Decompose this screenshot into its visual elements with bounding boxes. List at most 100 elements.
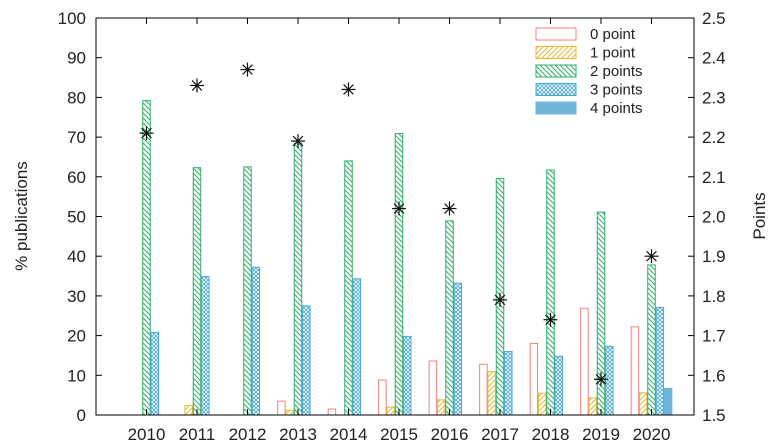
right-axis: 1.5 1.6 1.7 1.8 1.9 2.0 2.1 2.2 2.3 2.4 2.5 [688,9,726,425]
right-tick-label: 2.4 [702,49,726,68]
points-marker-2018 [543,312,558,327]
bar-1-point-2011 [184,404,193,416]
bar-1-point-2020 [638,392,648,416]
left-tick-label: 70 [67,128,86,147]
points-marker-2017 [493,292,507,307]
bar-0-point-2018 [529,343,539,416]
legend-label-3-points: 3 points [590,82,643,99]
legend-swatch-3-points [535,83,577,96]
bar-0-point-2020 [630,326,640,416]
left-tick-label: 90 [67,49,86,68]
bar-0-point-2019 [580,307,589,416]
legend-label-4-points: 4 points [590,100,643,117]
x-tick-label: 2010 [128,425,166,443]
bar-0-point-2014 [327,408,337,416]
bar-1-point-2017 [487,371,496,416]
bar-0-point-2017 [479,363,488,416]
left-tick-label: 30 [67,287,86,306]
bar-3-points-2014 [352,278,362,416]
y-axis-title-right: Points [750,192,768,239]
legend-swatch-0-point [535,27,577,41]
x-tick-label: 2018 [532,425,570,443]
points-marker-2013 [291,134,305,149]
right-tick-label: 1.9 [702,247,726,266]
bar-3-points-2012 [251,266,261,416]
bar-2-points-2016 [445,220,454,416]
right-tick-label: 2.5 [702,9,726,28]
bar-4-points-2020 [663,387,673,416]
bar-3-points-2018 [554,355,564,416]
points-marker-2010 [139,126,154,141]
bar-3-points-2019 [605,345,614,416]
x-tick-label: 2017 [481,425,519,443]
legend-label-1-point: 1 point [590,45,636,62]
bar-1-point-2013 [285,409,294,416]
right-tick-label: 1.5 [702,406,726,425]
left-axis: 0 10 20 30 40 50 60 70 80 90 100 [58,9,102,425]
legend-swatch-4-points [535,101,577,115]
bar-2-points-2020 [647,264,656,416]
x-tick-label: 2014 [330,425,368,443]
right-tick-label: 2.1 [702,168,726,187]
bar-0-point-2016 [428,360,438,416]
bar-2-points-2010 [142,100,151,416]
points-marker-2012 [240,62,255,77]
left-tick-label: 40 [67,247,86,266]
points-marker-2019 [594,372,608,387]
x-tick-label: 2013 [279,425,317,443]
legend-label-2-points: 2 points [590,63,643,80]
bar-2-points-2015 [394,133,404,416]
right-tick-label: 1.8 [702,287,726,306]
bars-group [142,100,673,416]
left-tick-label: 20 [67,327,86,346]
legend-swatch-2-points [535,64,577,78]
points-marker-2020 [644,249,659,264]
right-tick-label: 2.3 [702,88,726,107]
legend-swatch-1-point [535,46,577,59]
left-tick-label: 60 [67,168,86,187]
right-tick-label: 2.0 [702,208,726,227]
bar-3-points-2010 [150,331,160,416]
bar-1-point-2018 [537,392,547,416]
bar-2-points-2018 [546,169,555,416]
bar-1-point-2016 [436,399,446,416]
left-tick-label: 50 [67,208,86,227]
right-tick-label: 2.2 [702,128,726,147]
bar-2-points-2011 [192,167,202,416]
left-tick-label: 100 [58,9,86,28]
bar-1-point-2015 [386,406,395,416]
bar-3-points-2011 [201,275,210,416]
x-tick-label: 2020 [633,425,671,443]
points-markers-group [139,62,659,387]
left-tick-label: 10 [67,366,86,385]
x-tick-label: 2011 [179,425,216,443]
left-tick-label: 80 [67,88,86,107]
x-tick-label: 2012 [229,425,267,443]
right-tick-label: 1.7 [702,327,726,346]
right-tick-label: 1.6 [702,366,726,385]
bar-2-points-2014 [344,160,353,416]
y-axis-title-left: % publications [12,161,31,271]
legend-label-0-point: 0 point [590,26,636,43]
bar-3-points-2017 [504,350,513,416]
bar-0-point-2015 [378,379,387,416]
points-marker-2015 [392,201,406,216]
bar-2-points-2012 [243,166,252,416]
points-marker-2011 [190,78,204,93]
x-tick-label: 2019 [582,425,620,443]
bar-1-point-2019 [588,397,597,416]
bar-3-points-2015 [403,335,412,416]
x-tick-label: 2016 [431,425,469,443]
bar-0-point-2013 [277,400,286,416]
bar-2-points-2013 [293,142,303,416]
bar-3-points-2013 [302,305,311,416]
points-marker-2014 [341,82,356,97]
bar-3-points-2020 [655,306,665,416]
points-marker-2016 [442,201,457,216]
x-tick-label: 2015 [380,425,418,443]
left-tick-label: 0 [77,406,86,425]
x-axis: 2010 2011 2012 2013 2014 2015 2016 2017 2018 2019… [128,18,671,443]
bar-3-points-2016 [453,282,463,416]
